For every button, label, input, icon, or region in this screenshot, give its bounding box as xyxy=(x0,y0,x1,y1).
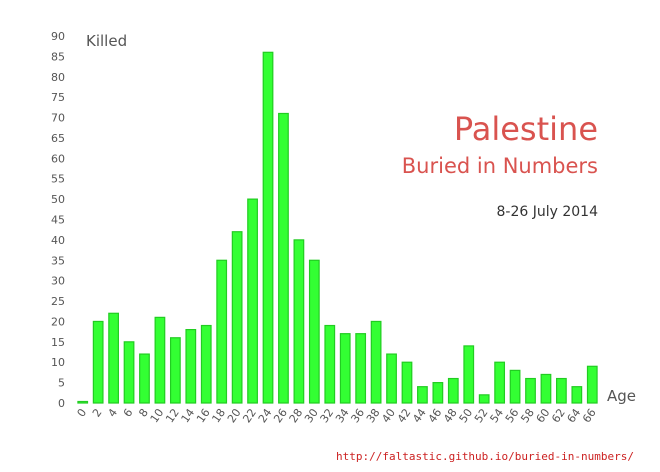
bar-age-58 xyxy=(525,377,536,404)
x-tick-label: 66 xyxy=(580,406,599,425)
y-tick-label: 30 xyxy=(51,275,65,288)
y-tick-label: 35 xyxy=(51,254,65,267)
bar-age-26 xyxy=(278,112,289,404)
chart-subtitle: Buried in Numbers xyxy=(401,154,598,178)
x-tick-label: 2 xyxy=(90,406,105,419)
bar-age-42 xyxy=(401,361,413,404)
bar-age-48 xyxy=(447,377,459,404)
bar-age-46 xyxy=(432,382,444,404)
source-link[interactable]: http://faltastic.github.io/buried-in-num… xyxy=(335,450,634,463)
y-tick-label: 60 xyxy=(51,152,65,165)
x-axis-label: Age xyxy=(607,387,636,405)
bar-age-24 xyxy=(262,51,274,404)
bar-age-14 xyxy=(185,329,197,404)
bar-age-38 xyxy=(370,320,382,404)
bar-age-54 xyxy=(494,361,506,404)
y-tick-label: 75 xyxy=(51,91,65,104)
y-tick-label: 15 xyxy=(51,336,65,349)
y-axis: 0 5 10 15 20 25 30 35 40 45 50 55 60 65 70 75 80 85 90 xyxy=(51,30,65,410)
y-tick-label: 70 xyxy=(51,112,65,125)
y-tick-label: 5 xyxy=(58,377,65,390)
x-tick-label: 0 xyxy=(75,406,90,419)
bar-age-40 xyxy=(386,353,397,404)
bar-age-50 xyxy=(463,345,475,404)
bar-age-16 xyxy=(200,324,212,404)
bar-age-52 xyxy=(478,394,490,404)
bar-age-20 xyxy=(231,231,243,404)
bar-age-28 xyxy=(293,239,305,404)
bar-age-22 xyxy=(247,198,258,404)
bar-age-8 xyxy=(139,353,150,404)
y-tick-label: 50 xyxy=(51,193,65,206)
bar-age-62 xyxy=(556,377,567,404)
bar-age-32 xyxy=(324,324,336,404)
bars xyxy=(77,51,598,404)
bar-age-64 xyxy=(571,386,583,404)
x-axis: 0 2 4 6 810121416182022242628303234363840424… xyxy=(75,406,599,425)
y-tick-label: 55 xyxy=(51,173,65,186)
bar-age-10 xyxy=(154,316,166,404)
bar-age-60 xyxy=(540,373,552,404)
y-tick-label: 90 xyxy=(51,30,65,43)
bar-age-34 xyxy=(339,333,351,404)
bar-age-44 xyxy=(417,386,428,404)
bar-age-4 xyxy=(108,312,119,404)
x-tick-label: 4 xyxy=(105,406,120,419)
y-tick-label: 80 xyxy=(51,71,65,84)
y-axis-label: Killed xyxy=(86,32,127,50)
bar-age-12 xyxy=(169,337,181,404)
x-tick-label: 6 xyxy=(121,406,136,419)
y-tick-label: 40 xyxy=(51,234,65,247)
bar-age-66 xyxy=(586,365,598,404)
bar-age-36 xyxy=(355,333,367,404)
bar-age-18 xyxy=(216,259,228,404)
date-range: 8-26 July 2014 xyxy=(496,204,598,220)
bar-age-0 xyxy=(77,400,89,404)
y-tick-label: 85 xyxy=(51,50,65,63)
bar-age-2 xyxy=(92,320,104,404)
y-tick-label: 20 xyxy=(51,315,65,328)
bar-age-56 xyxy=(509,369,521,404)
y-tick-label: 65 xyxy=(51,132,65,145)
y-tick-label: 45 xyxy=(51,214,65,227)
chart-title: Palestine xyxy=(453,110,598,148)
y-tick-label: 10 xyxy=(51,356,65,369)
bar-age-30 xyxy=(308,259,320,404)
bar-age-6 xyxy=(123,341,135,404)
y-tick-label: 0 xyxy=(58,397,65,410)
y-tick-label: 25 xyxy=(51,295,65,308)
